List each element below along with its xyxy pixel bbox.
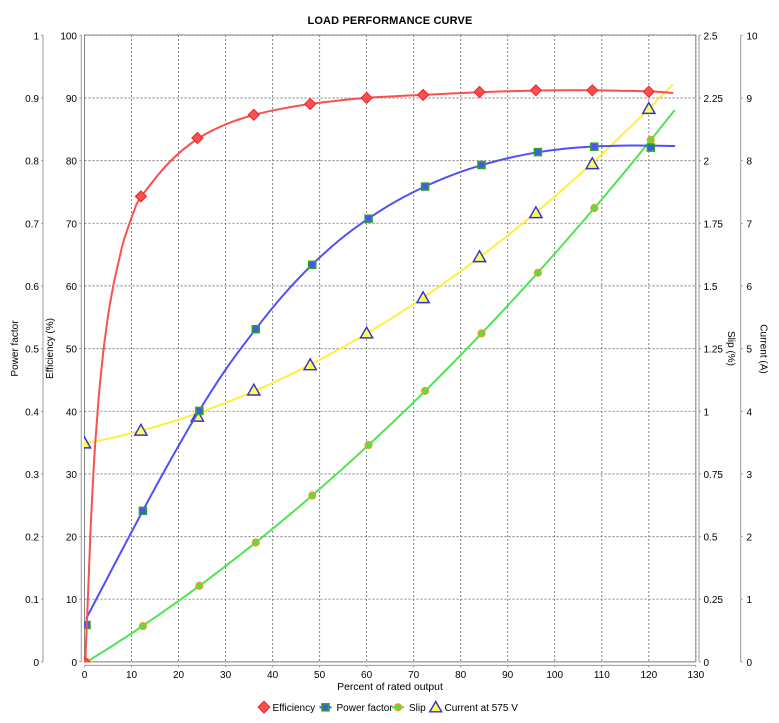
- svg-text:70: 70: [408, 670, 420, 681]
- svg-text:0.9: 0.9: [25, 94, 39, 105]
- svg-text:2: 2: [747, 533, 753, 544]
- svg-text:40: 40: [267, 670, 279, 681]
- svg-text:Current at 575 V: Current at 575 V: [445, 703, 519, 714]
- svg-text:1.5: 1.5: [704, 282, 718, 293]
- svg-text:Efficiency: Efficiency: [273, 703, 316, 714]
- svg-text:0: 0: [747, 658, 753, 669]
- svg-text:90: 90: [502, 670, 514, 681]
- svg-text:30: 30: [66, 470, 78, 481]
- svg-text:70: 70: [66, 219, 78, 230]
- svg-text:0: 0: [704, 658, 710, 669]
- svg-text:5: 5: [747, 345, 753, 356]
- svg-text:50: 50: [314, 670, 326, 681]
- svg-text:0.6: 0.6: [25, 282, 39, 293]
- svg-text:Percent of rated output: Percent of rated output: [337, 682, 443, 693]
- svg-text:0: 0: [71, 658, 77, 669]
- svg-text:0.7: 0.7: [25, 219, 39, 230]
- svg-text:0: 0: [82, 670, 88, 681]
- svg-text:3: 3: [747, 470, 753, 481]
- svg-text:20: 20: [66, 533, 78, 544]
- svg-text:130: 130: [687, 670, 704, 681]
- svg-text:LOAD PERFORMANCE CURVE: LOAD PERFORMANCE CURVE: [307, 15, 472, 27]
- svg-text:0: 0: [33, 658, 39, 669]
- svg-text:80: 80: [455, 670, 467, 681]
- svg-text:1: 1: [33, 31, 39, 42]
- svg-text:Current (A): Current (A): [757, 324, 768, 373]
- svg-text:30: 30: [220, 670, 232, 681]
- svg-text:7: 7: [747, 219, 753, 230]
- svg-text:2.25: 2.25: [704, 94, 724, 105]
- svg-text:Slip (%): Slip (%): [725, 331, 736, 366]
- svg-text:60: 60: [361, 670, 373, 681]
- svg-text:0.5: 0.5: [25, 345, 39, 356]
- svg-text:40: 40: [66, 407, 78, 418]
- svg-text:2: 2: [704, 157, 710, 168]
- svg-text:2.5: 2.5: [704, 31, 718, 42]
- svg-text:6: 6: [747, 282, 753, 293]
- svg-text:Power factor: Power factor: [10, 320, 21, 377]
- svg-text:0.25: 0.25: [704, 595, 724, 606]
- svg-text:4: 4: [747, 407, 753, 418]
- svg-text:0.75: 0.75: [704, 470, 724, 481]
- svg-text:8: 8: [747, 157, 753, 168]
- svg-text:1.75: 1.75: [704, 219, 724, 230]
- svg-text:10: 10: [747, 31, 759, 42]
- svg-text:50: 50: [66, 345, 78, 356]
- svg-text:Slip: Slip: [409, 703, 426, 714]
- svg-text:9: 9: [747, 94, 753, 105]
- svg-text:60: 60: [66, 282, 78, 293]
- svg-text:10: 10: [66, 595, 78, 606]
- svg-text:0.5: 0.5: [704, 533, 718, 544]
- svg-text:0.2: 0.2: [25, 533, 39, 544]
- svg-text:120: 120: [640, 670, 657, 681]
- svg-text:100: 100: [60, 31, 77, 42]
- svg-text:100: 100: [546, 670, 563, 681]
- svg-text:1: 1: [704, 407, 710, 418]
- svg-text:0.3: 0.3: [25, 470, 39, 481]
- svg-text:10: 10: [126, 670, 138, 681]
- svg-text:1: 1: [747, 595, 753, 606]
- svg-text:0.8: 0.8: [25, 157, 39, 168]
- svg-text:110: 110: [594, 670, 610, 681]
- svg-text:90: 90: [66, 94, 78, 105]
- svg-text:20: 20: [173, 670, 185, 681]
- svg-text:Efficiency (%): Efficiency (%): [45, 318, 56, 379]
- svg-text:1.25: 1.25: [704, 345, 724, 356]
- svg-text:Power factor: Power factor: [337, 703, 394, 714]
- svg-text:0.4: 0.4: [25, 407, 39, 418]
- svg-text:0.1: 0.1: [25, 595, 39, 606]
- svg-text:80: 80: [66, 157, 78, 168]
